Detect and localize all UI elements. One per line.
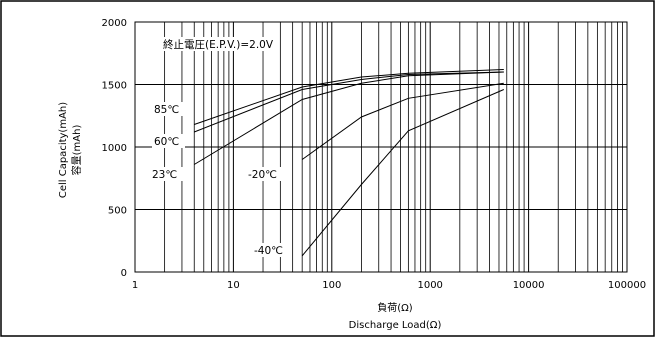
y-tick-label: 500 (108, 206, 127, 217)
annotation-box: 終止電圧(E.P.V.)=2.0V (161, 37, 274, 51)
x-tick-label: 1 (132, 280, 138, 291)
series-line (301, 89, 504, 257)
x-tick-label: 10 (227, 280, 240, 291)
y-axis-label-en: Cell Capacity(mAh) (58, 102, 69, 198)
series-label-m20: -20℃ (246, 167, 284, 181)
series-line (193, 71, 504, 165)
series-label-23: 23℃ (150, 167, 183, 181)
x-tick-label: 10000 (513, 280, 545, 291)
label-minus40c: -40℃ (254, 245, 283, 257)
series-line (301, 82, 504, 160)
x-tick-label: 100 (322, 280, 341, 291)
series-line (194, 69, 504, 125)
label-minus20c: -20℃ (248, 169, 277, 181)
y-tick-label: 1000 (102, 143, 127, 154)
x-axis-label-en: Discharge Load(Ω) (349, 320, 442, 331)
series-label-60: 60℃ (152, 134, 185, 148)
label-85c: 85℃ (154, 104, 179, 116)
y-tick-label: 2000 (102, 18, 127, 29)
x-tick-label: 100000 (608, 280, 646, 291)
grid (135, 22, 627, 272)
x-tick-label: 1000 (417, 280, 442, 291)
series-line (194, 71, 504, 133)
end-voltage-annotation: 終止電圧(E.P.V.)=2.0V (163, 38, 274, 51)
tick-labels: 1 10 100 1000 10000 100000 0 500 1000 1500 2000 (102, 18, 647, 291)
y-tick-label: 0 (121, 268, 127, 279)
y-axis-label-ja: 容量(mAh) (70, 125, 83, 176)
x-axis-label-ja: 負荷(Ω) (377, 302, 413, 314)
label-60c: 60℃ (154, 136, 179, 148)
y-tick-label: 1500 (102, 81, 127, 92)
series-label-85: 85℃ (152, 102, 185, 116)
plot-area-border (134, 21, 628, 273)
series-label-m40: -40℃ (252, 243, 290, 257)
label-23c: 23℃ (152, 169, 177, 181)
series-lines (193, 69, 504, 257)
